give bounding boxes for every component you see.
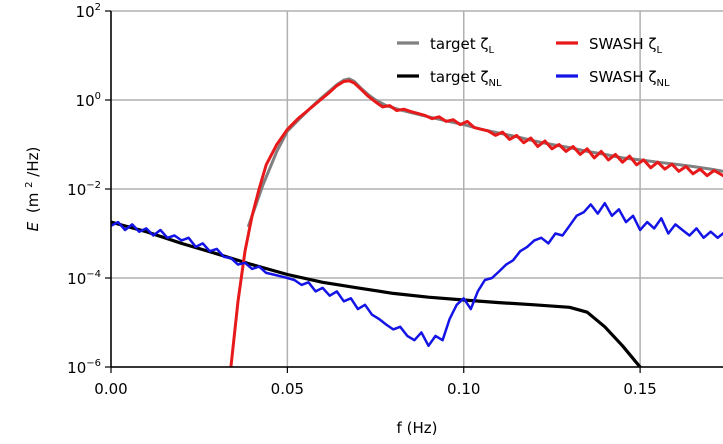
y-tick-label: 10−6 bbox=[67, 358, 101, 377]
legend-label: target ζNL bbox=[430, 68, 502, 89]
axes: 0.00 0.05 0.10 0.15 10−6 10−4 10−2 100 102 bbox=[67, 2, 723, 398]
series-line bbox=[111, 201, 723, 348]
series-line bbox=[111, 220, 642, 367]
legend-label: SWASH ζL bbox=[589, 35, 663, 56]
y-axis-label-sup: 2 bbox=[24, 181, 35, 187]
series-line bbox=[229, 79, 723, 367]
legend-label: SWASH ζNL bbox=[589, 68, 670, 89]
x-axis-label: f (Hz) bbox=[397, 419, 438, 437]
x-tick-label: 0.00 bbox=[94, 380, 127, 398]
series-lines bbox=[111, 77, 723, 367]
y-axis-label: E (m 2 /Hz) bbox=[18, 147, 42, 232]
y-tick-label: 10−4 bbox=[67, 269, 101, 288]
y-axis-label-var: E bbox=[24, 221, 42, 231]
grid-lines bbox=[110, 10, 723, 368]
y-axis-label-close: /Hz) bbox=[24, 147, 42, 177]
y-tick-label: 10−2 bbox=[67, 180, 101, 199]
y-tick-label: 100 bbox=[76, 91, 101, 110]
y-axis-label-open: (m bbox=[24, 193, 42, 213]
x-tick-label: 0.15 bbox=[623, 380, 656, 398]
x-tick-label: 0.05 bbox=[271, 380, 304, 398]
legend-label: target ζL bbox=[430, 35, 495, 56]
x-tick-label: 0.10 bbox=[447, 380, 480, 398]
legend: target ζL target ζNL SWASH ζL SWASH ζNL bbox=[397, 35, 670, 89]
y-tick-label: 102 bbox=[76, 2, 101, 21]
